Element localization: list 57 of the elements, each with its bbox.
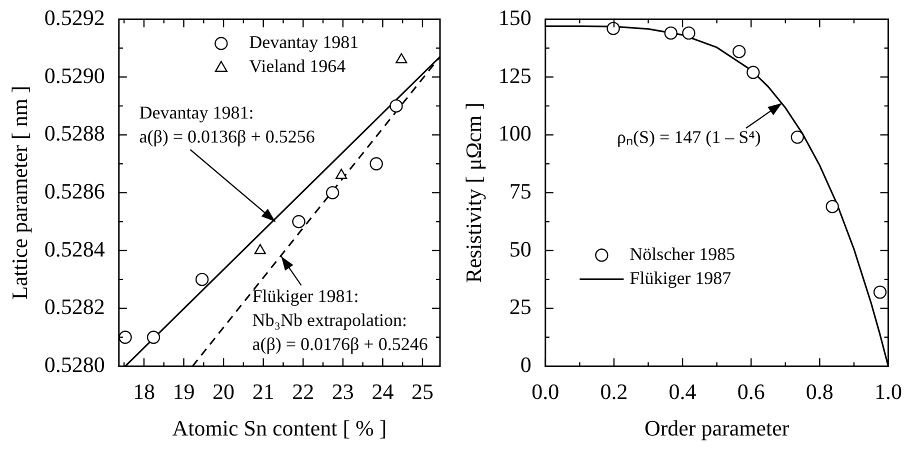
point bbox=[396, 53, 408, 64]
x-tick-label: 25 bbox=[411, 379, 434, 404]
x-tick-label: 0.0 bbox=[532, 379, 560, 404]
point bbox=[746, 66, 760, 80]
point bbox=[370, 157, 383, 170]
y-tick-label: 0.5288 bbox=[44, 120, 105, 146]
point bbox=[732, 44, 746, 58]
point bbox=[873, 286, 887, 299]
y-tick-label: 0.5286 bbox=[44, 178, 105, 204]
y-tick-label: 0.5290 bbox=[44, 62, 105, 88]
point bbox=[664, 26, 678, 40]
y-tick-label: 150 bbox=[498, 4, 532, 30]
point bbox=[254, 244, 266, 254]
x-tick-label: 23 bbox=[332, 379, 354, 404]
point bbox=[606, 22, 620, 36]
legend-label: Nölscher 1985 bbox=[630, 244, 736, 264]
x-tick-label: 22 bbox=[292, 379, 314, 404]
legend-label: Devantay 1981 bbox=[249, 32, 359, 52]
x-tick-label: 24 bbox=[372, 379, 394, 404]
annotation: Devantay 1981: a(β) = 0.0136β + 0.5256 bbox=[139, 102, 315, 146]
x-axis-title: Order parameter bbox=[644, 416, 790, 441]
point bbox=[682, 26, 696, 40]
x-tick-label: 0.6 bbox=[737, 379, 765, 404]
point bbox=[390, 99, 403, 113]
x-tick-label: 19 bbox=[172, 379, 195, 404]
legend-label: Flükiger 1987 bbox=[630, 268, 732, 288]
legend-label: Vieland 1964 bbox=[249, 56, 346, 76]
point bbox=[326, 186, 340, 200]
y-tick-label: 125 bbox=[498, 62, 532, 88]
annotation: Flükiger 1981: Nb₃Nb extrapolation: a(β) = 0.0176β + 0.5246 bbox=[252, 286, 428, 354]
x-tick-label: 20 bbox=[212, 379, 235, 404]
point bbox=[336, 168, 348, 179]
x-tick-label: 0.8 bbox=[806, 379, 834, 404]
point bbox=[195, 272, 209, 286]
y-tick-label: 0.5292 bbox=[44, 4, 105, 30]
x-tick-label: 18 bbox=[132, 379, 155, 404]
point bbox=[146, 330, 160, 344]
y-tick-label: 0.5280 bbox=[44, 352, 105, 377]
y-axis-title: Lattice parameter [ nm ] bbox=[6, 86, 32, 300]
x-tick-label: 0.2 bbox=[600, 379, 628, 404]
y-axis-title: Resistivity [ μΩcm ] bbox=[460, 102, 486, 283]
point bbox=[292, 215, 306, 228]
x-tick-label: 21 bbox=[252, 379, 274, 404]
y-tick-label: 25 bbox=[509, 294, 532, 320]
y-tick-label: 50 bbox=[509, 236, 532, 262]
y-tick-label: 0.5282 bbox=[44, 294, 105, 320]
x-axis-title: Atomic Sn content [ % ] bbox=[172, 416, 387, 441]
x-tick-label: 1.0 bbox=[874, 379, 902, 404]
point bbox=[118, 330, 132, 344]
y-tick-label: 100 bbox=[498, 120, 532, 146]
y-tick-label: 0.5284 bbox=[44, 236, 105, 262]
x-tick-label: 0.4 bbox=[668, 379, 696, 404]
y-tick-label: 0 bbox=[520, 352, 532, 377]
point bbox=[790, 130, 804, 144]
point bbox=[826, 200, 839, 214]
y-tick-label: 75 bbox=[509, 178, 532, 204]
annotation: ρₙ(S) = 147 (1 – S⁴) bbox=[616, 126, 761, 147]
